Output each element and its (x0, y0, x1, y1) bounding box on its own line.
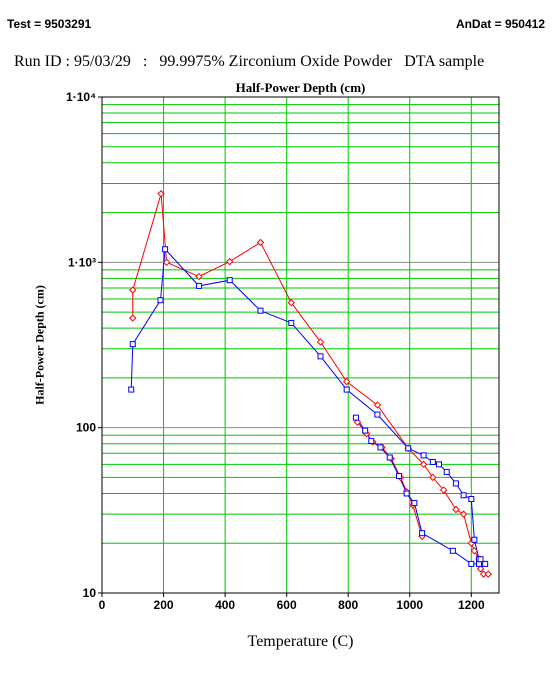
data-point-diamond (459, 510, 468, 518)
y-tick-label: 10 (83, 586, 97, 600)
plot-frame (101, 96, 500, 594)
data-point-diamond (287, 298, 295, 307)
series-lines (130, 193, 489, 575)
data-point-diamond (439, 486, 448, 494)
data-point-square (377, 444, 384, 451)
data-point-square (386, 454, 393, 461)
data-point-square (288, 319, 295, 326)
x-tick-label: 1200 (458, 598, 485, 612)
data-point-diamond (226, 257, 234, 266)
data-point-square (343, 386, 350, 393)
data-point-square (129, 341, 136, 348)
series-markers (128, 190, 492, 578)
data-point-square (405, 445, 412, 452)
data-point-square (420, 452, 427, 459)
series-line-2 (130, 248, 486, 565)
data-point-diamond (476, 565, 485, 573)
series-line-3 (357, 421, 423, 537)
data-point-diamond (157, 190, 165, 198)
data-point-square (226, 277, 233, 284)
data-point-square (477, 556, 484, 563)
data-point-square (162, 246, 169, 253)
data-point-square (460, 492, 467, 499)
andat-label: AnDat = 950412 (455, 17, 545, 31)
data-point-square (374, 411, 381, 418)
run-id-line: Run ID : 95/03/29 : 99.9975% Zirconium O… (14, 53, 485, 70)
x-tick-labels: 0 200 400 600 800 1000 1200 (99, 593, 485, 612)
data-point-diamond (470, 547, 479, 555)
data-point-square (352, 414, 359, 421)
data-point-diamond (342, 377, 351, 386)
data-point-square (468, 496, 475, 503)
data-point-square (317, 353, 324, 360)
data-point-diamond (419, 460, 428, 469)
series-line-1 (132, 193, 489, 575)
data-point-diamond (373, 401, 382, 409)
x-tick-label: 800 (338, 598, 358, 612)
data-point-diamond (256, 238, 265, 247)
data-point-square (443, 468, 450, 475)
data-point-square (471, 536, 478, 543)
data-point-square (429, 458, 436, 465)
y-tick-label: 1·10⁴ (66, 90, 96, 104)
data-point-square (435, 461, 442, 468)
chart-title: Half-Power Depth (cm) (235, 80, 366, 95)
grid-lines (102, 97, 499, 593)
data-point-square (157, 297, 164, 304)
data-point-square (128, 386, 135, 393)
data-point-square (452, 480, 459, 487)
y-tick-label: 100 (76, 421, 96, 435)
series-line-4 (355, 417, 481, 565)
data-point-square (195, 282, 202, 289)
y-tick-label: 1·10³ (68, 255, 96, 269)
data-point-square (257, 307, 264, 314)
x-tick-label: 1000 (396, 598, 423, 612)
data-point-diamond (452, 505, 460, 514)
data-point-square (468, 560, 475, 567)
x-tick-label: 600 (277, 598, 297, 612)
data-point-square (419, 530, 426, 537)
data-point-diamond (129, 286, 137, 294)
test-id-label: Test = 9503291 (7, 17, 92, 31)
x-tick-label: 400 (215, 598, 235, 612)
data-point-square (482, 560, 489, 567)
data-point-diamond (484, 570, 492, 578)
data-point-diamond (353, 418, 362, 426)
data-point-square (395, 473, 402, 480)
data-point-square (411, 500, 418, 507)
data-point-square (449, 547, 456, 554)
y-tick-labels: 10 100 1·10³ 1·10⁴ (66, 90, 102, 600)
data-point-diamond (129, 314, 137, 322)
data-point-square (368, 438, 375, 445)
x-tick-label: 0 (99, 598, 106, 612)
data-point-square (403, 490, 410, 497)
data-point-square (362, 427, 369, 434)
x-tick-label: 200 (154, 598, 174, 612)
plot-border (101, 96, 500, 594)
data-point-diamond (429, 473, 437, 482)
data-point-diamond (316, 338, 325, 346)
x-axis-label: Temperature (C) (247, 633, 354, 650)
data-point-diamond (162, 258, 171, 267)
data-point-diamond (195, 272, 203, 281)
